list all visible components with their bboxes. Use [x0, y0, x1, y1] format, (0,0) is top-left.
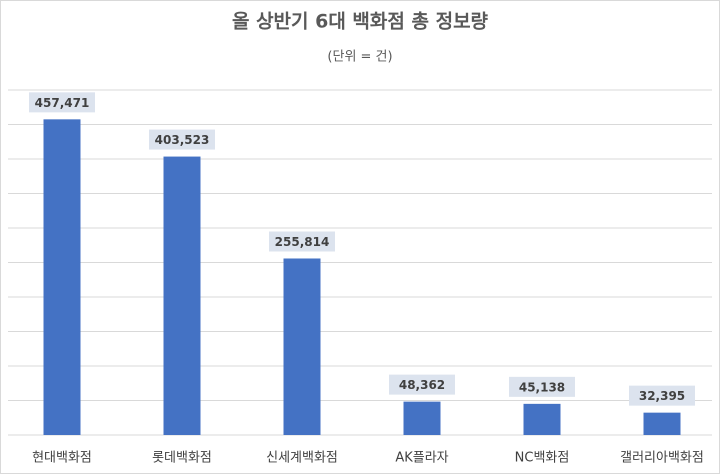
value-label: 32,395: [639, 389, 685, 403]
x-tick-label: 롯데백화점: [152, 451, 212, 466]
value-label-bg: [29, 92, 95, 113]
bar: [43, 119, 81, 436]
value-label: 255,814: [275, 235, 330, 249]
x-tick-label: AK플라자: [395, 451, 448, 466]
value-label: 45,138: [519, 380, 565, 394]
chart-title: 올 상반기 6대 백화점 총 정보량: [232, 11, 489, 33]
bar: [643, 412, 681, 435]
value-label-bg: [269, 231, 335, 252]
bar: [403, 401, 441, 435]
value-label-bg: [149, 129, 215, 150]
value-label-bg: [629, 385, 695, 406]
value-label-bg: [389, 374, 455, 395]
chart-subtitle: (단위 = 건): [327, 50, 392, 65]
value-label-bg: [509, 376, 575, 397]
bar: [523, 403, 561, 435]
x-tick-label: NC백화점: [515, 451, 570, 466]
value-label: 403,523: [155, 133, 210, 147]
value-label: 48,362: [399, 378, 445, 392]
x-tick-label: 갤러리아백화점: [620, 451, 704, 466]
bar: [283, 258, 321, 435]
x-tick-label: 신세계백화점: [266, 451, 338, 466]
x-tick-label: 현대백화점: [32, 451, 92, 466]
bar: [163, 156, 201, 435]
value-label: 457,471: [35, 96, 90, 110]
